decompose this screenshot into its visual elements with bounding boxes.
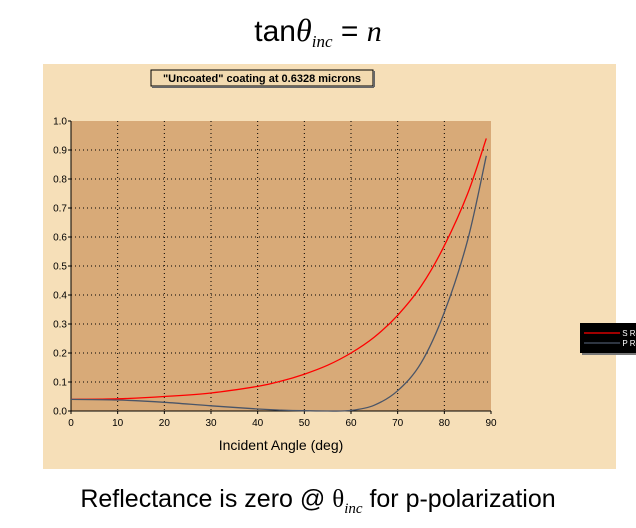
formula-theta: θ: [296, 12, 312, 48]
x-tick-label: 80: [439, 418, 451, 429]
y-tick-label: 0.0: [53, 407, 67, 418]
formula-heading: tanθinc = n: [0, 12, 636, 51]
x-tick-label: 30: [205, 418, 217, 429]
y-tick-label: 1.0: [53, 117, 67, 128]
series-line-s-refl: [70, 138, 487, 401]
y-tick-label: 0.5: [53, 262, 67, 273]
y-tick-label: 0.1: [53, 378, 67, 389]
formula-subscript: inc: [311, 32, 333, 51]
x-tick-label: 40: [252, 418, 264, 429]
chart-panel: "Uncoated" coating at 0.6328 microns 0 10 2…: [43, 64, 636, 469]
formula-variable: n: [366, 15, 382, 48]
caption-subscript: inc: [344, 501, 363, 517]
x-tick-label: 90: [485, 418, 497, 429]
caption: Reflectance is zero @ θinc for p-polariz…: [0, 485, 636, 517]
y-tick-label: 0.9: [53, 146, 67, 157]
caption-suffix: for p-polarization: [362, 485, 556, 513]
y-tick-label: 0.2: [53, 349, 67, 360]
chart-legend: S ReflP Refl: [580, 323, 636, 353]
x-tick-label: 70: [392, 418, 404, 429]
reflectance-chart: "Uncoated" coating at 0.6328 microns 0 10 2…: [53, 69, 497, 453]
y-tick-label: 0.4: [53, 291, 67, 302]
y-tick-label: 0.8: [53, 175, 67, 186]
x-tick-label: 0: [68, 418, 74, 429]
series-line-p-refl: [70, 155, 487, 412]
legend-entries: S ReflP Refl: [584, 329, 636, 348]
x-tick-label: 50: [299, 418, 311, 429]
formula-function: tan: [254, 15, 296, 48]
y-tick-label: 0.7: [53, 204, 67, 215]
legend-label: S Refl: [622, 329, 636, 338]
caption-theta: θ: [332, 486, 345, 513]
x-axis-label: Incident Angle (deg): [219, 437, 344, 453]
caption-prefix: Reflectance is zero @: [80, 485, 333, 513]
x-tick-label: 60: [345, 418, 357, 429]
y-tick-label: 0.6: [53, 233, 67, 244]
legend-label: P Refl: [622, 339, 636, 348]
chart-title: "Uncoated" coating at 0.6328 microns: [163, 73, 361, 85]
x-tick-label: 10: [112, 418, 124, 429]
formula-equals: =: [332, 15, 367, 48]
y-tick-label: 0.3: [53, 320, 67, 331]
x-tick-label: 20: [159, 418, 171, 429]
